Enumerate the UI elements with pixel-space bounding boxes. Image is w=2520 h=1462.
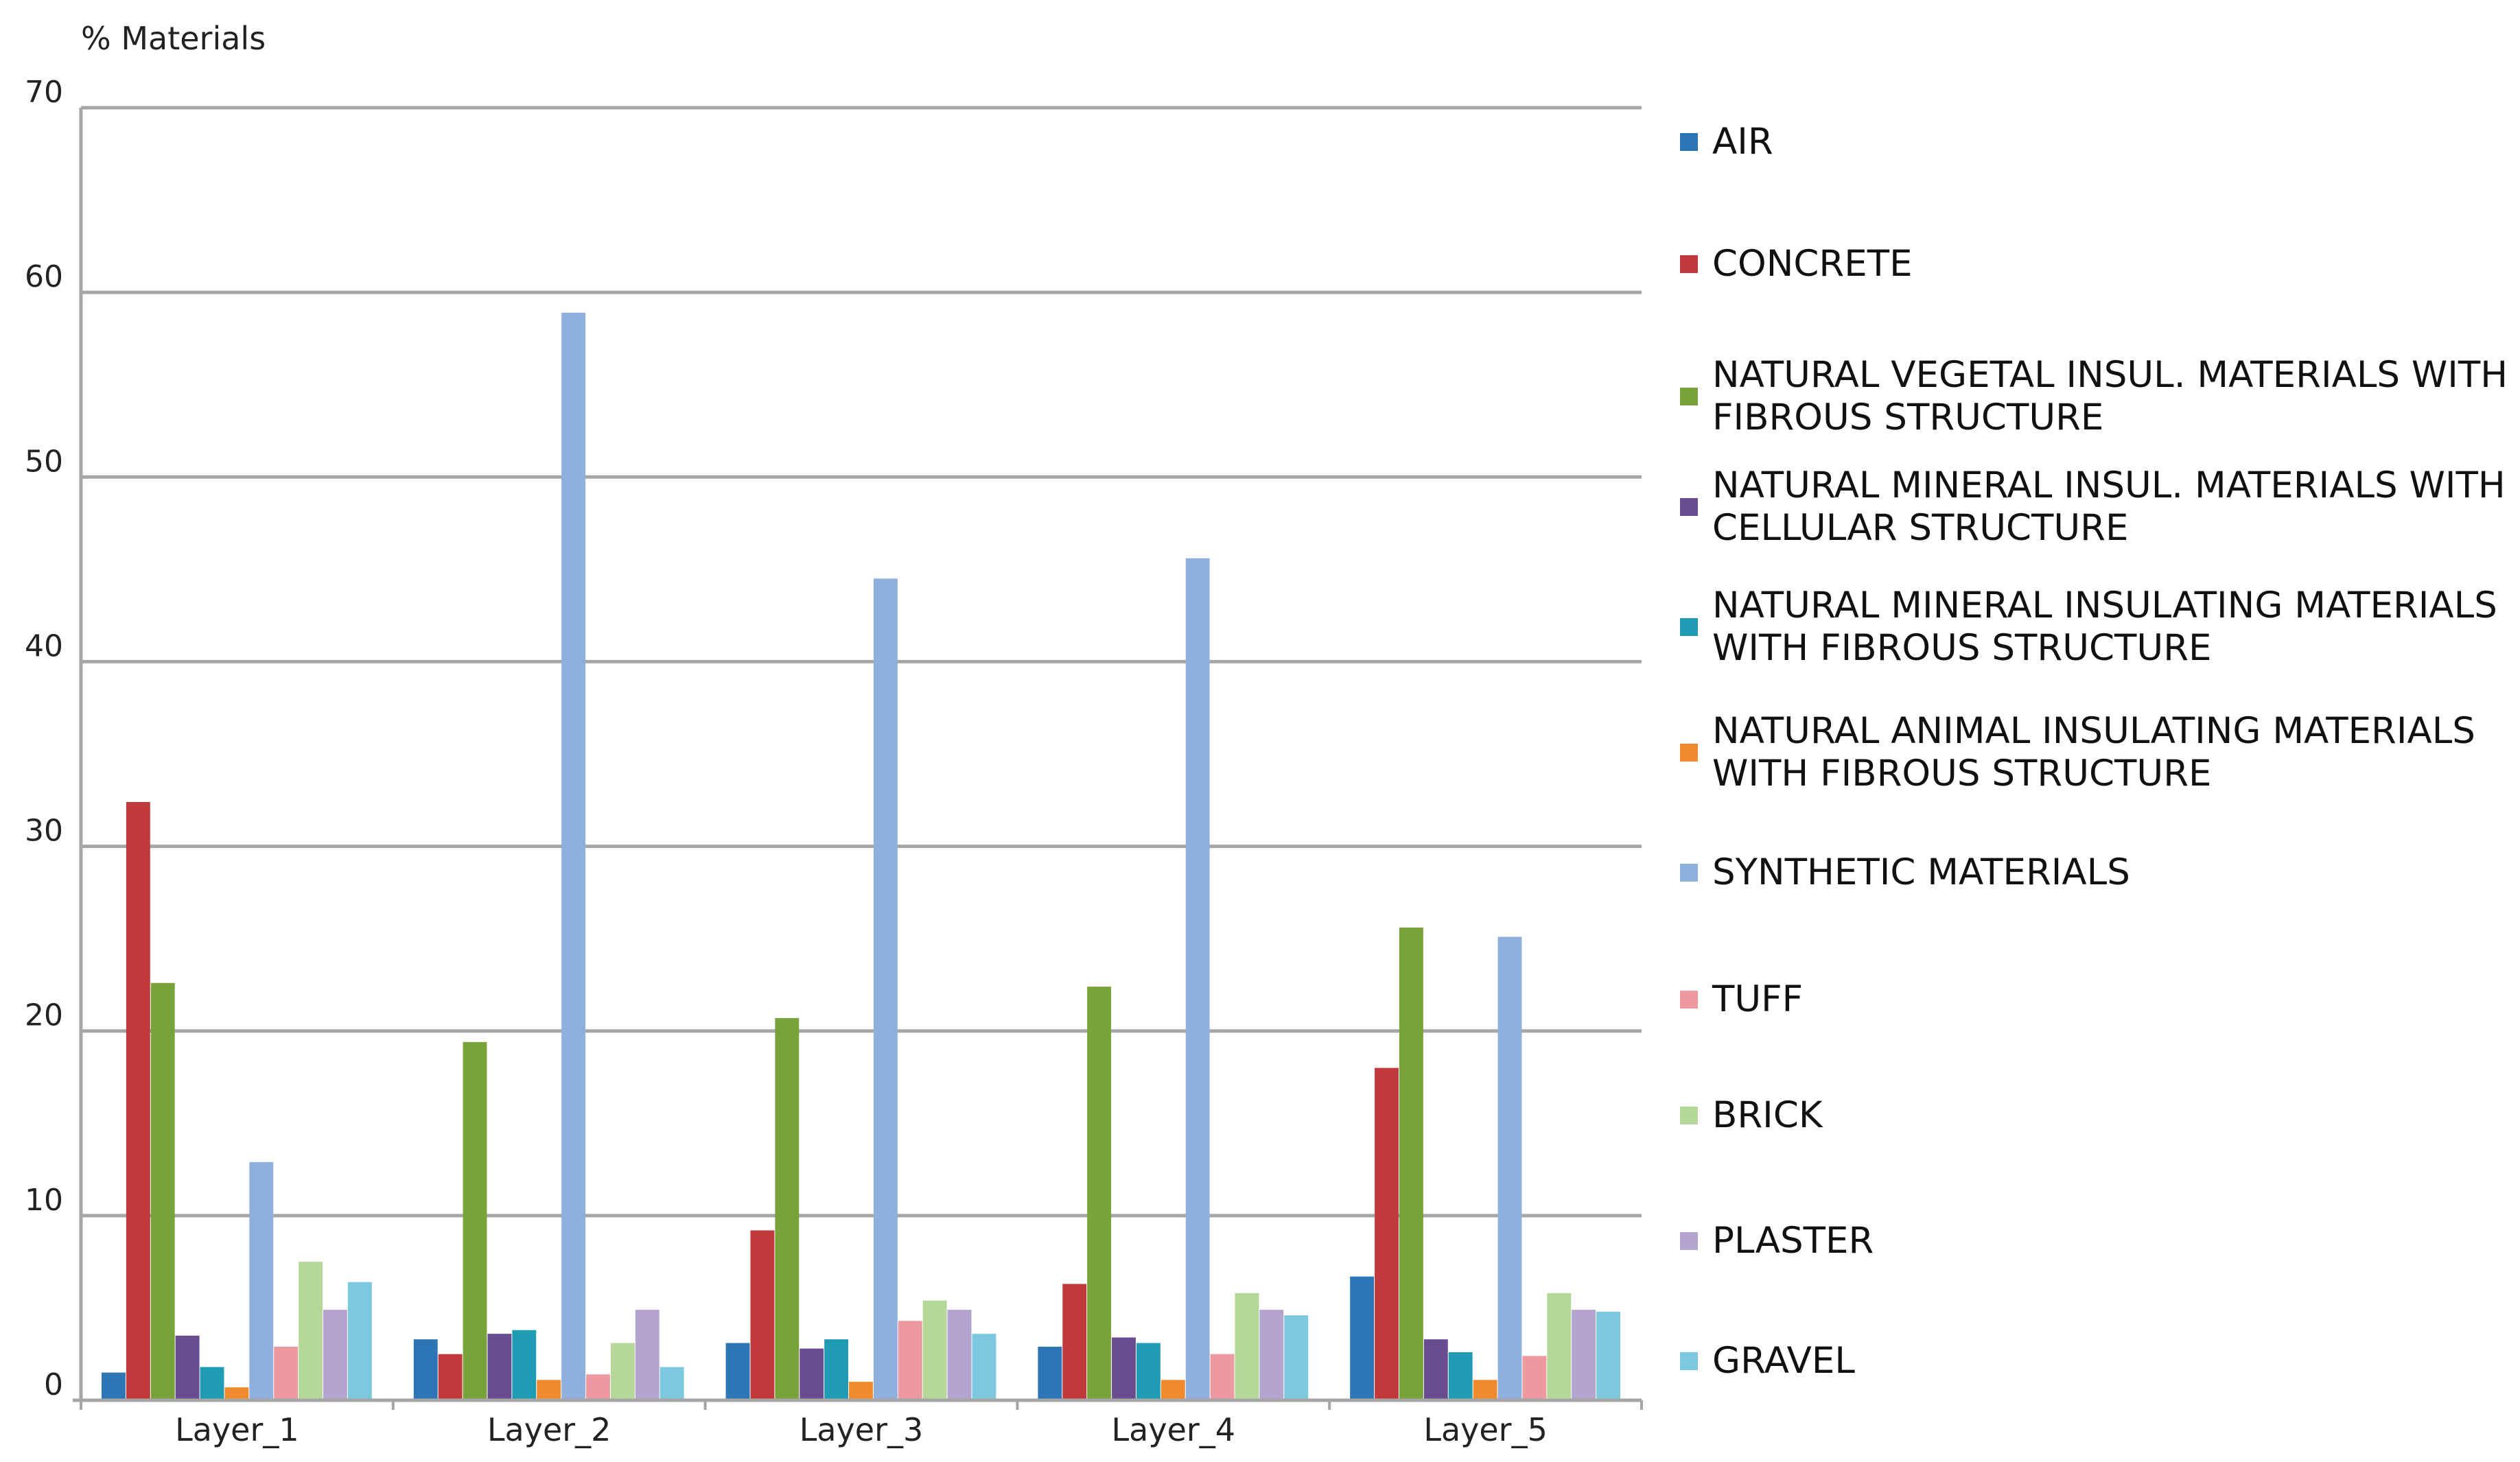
bar: NATURAL VEGETAL INSUL. MATERIALS WITH FI… (463, 1041, 487, 1400)
bar: BRICK · Layer_3: 5.4 (922, 1300, 947, 1400)
x-tick-labels: Layer_1 Layer_2 Layer_3 Layer_4 Layer_5 (175, 1411, 1548, 1448)
bar: NATURAL MINERAL INSULATING MATERIALS WIT… (200, 1367, 224, 1400)
bar: NATURAL MINERAL INSULATING MATERIALS WIT… (824, 1339, 849, 1400)
bar: AIR · Layer_5: 6.7 (1350, 1276, 1375, 1400)
bar: PLASTER · Layer_4: 4.9 (1259, 1310, 1284, 1400)
bar: NATURAL MINERAL INSUL. MATERIALS WITH CE… (175, 1335, 200, 1400)
bar: NATURAL ANIMAL INSULATING MATERIALS WITH… (537, 1380, 561, 1400)
bar: CONCRETE · Layer_5: 18 (1375, 1068, 1399, 1400)
legend-label: PLASTER (1712, 1220, 1874, 1262)
bar: CONCRETE · Layer_3: 9.2 (750, 1230, 775, 1400)
bar: BRICK · Layer_2: 3.1 (610, 1343, 635, 1400)
legend-label: GRAVEL (1712, 1340, 1855, 1382)
legend-label: CONCRETE (1712, 243, 1913, 285)
y-tick-label: 0 (44, 1367, 63, 1402)
bar: TUFF · Layer_3: 4.3 (898, 1321, 922, 1400)
bar: SYNTHETIC MATERIALS · Layer_3: 44.5 (873, 578, 898, 1401)
legend-swatch (1680, 133, 1698, 151)
bar: NATURAL MINERAL INSULATING MATERIALS WIT… (1448, 1352, 1473, 1400)
bar: NATURAL VEGETAL INSUL. MATERIALS WITH FI… (775, 1017, 800, 1400)
bar: GRAVEL · Layer_1: 6.4 (347, 1282, 372, 1400)
legend-swatch (1680, 744, 1698, 762)
legend-label: AIR (1712, 121, 1773, 163)
legend-swatch (1680, 255, 1698, 273)
bar: GRAVEL · Layer_5: 4.8 (1596, 1311, 1620, 1400)
legend-label: BRICK (1712, 1094, 1823, 1136)
bar: NATURAL ANIMAL INSULATING MATERIALS WITH… (849, 1382, 873, 1400)
bar: NATURAL ANIMAL INSULATING MATERIALS WITH… (1473, 1380, 1497, 1400)
grid-lines (81, 106, 1642, 1218)
x-tick-label: Layer_4 (1112, 1411, 1236, 1448)
bar: NATURAL VEGETAL INSUL. MATERIALS WITH FI… (150, 982, 175, 1400)
legend-swatch (1680, 864, 1698, 882)
bar: CONCRETE · Layer_2: 2.5 (438, 1354, 463, 1400)
bar: TUFF · Layer_1: 2.9 (274, 1346, 299, 1400)
bar: BRICK · Layer_5: 5.8 (1547, 1293, 1572, 1400)
y-tick-label: 60 (25, 259, 63, 294)
bar: NATURAL MINERAL INSUL. MATERIALS WITH CE… (1423, 1339, 1448, 1400)
bar: CONCRETE · Layer_4: 6.3 (1062, 1284, 1087, 1400)
bar: NATURAL MINERAL INSULATING MATERIALS WIT… (512, 1330, 537, 1400)
legend-swatch (1680, 388, 1698, 405)
legend-swatch (1680, 1352, 1698, 1370)
bar: BRICK · Layer_4: 5.8 (1235, 1293, 1259, 1400)
legend-swatch (1680, 618, 1698, 636)
x-tick-label: Layer_5 (1423, 1411, 1548, 1448)
x-tick-label: Layer_3 (800, 1411, 924, 1448)
x-tick-label: Layer_2 (487, 1411, 611, 1448)
bar: CONCRETE · Layer_1: 32.4 (126, 801, 150, 1400)
bar: NATURAL ANIMAL INSULATING MATERIALS WITH… (1160, 1380, 1185, 1400)
y-tick-labels: 0 10 20 30 40 50 60 70 (25, 75, 63, 1402)
y-tick-label: 20 (25, 998, 63, 1033)
bar: SYNTHETIC MATERIALS · Layer_2: 58.9 (561, 312, 586, 1401)
bar: AIR · Layer_1: 1.5 (102, 1372, 126, 1400)
axes (73, 108, 1643, 1410)
legend-label: NATURAL MINERAL INSULATING MATERIALS WITH… (1712, 585, 2497, 669)
y-tick-label: 40 (25, 628, 63, 663)
legend: AIR CONCRETE NATURAL VEGETAL INSUL. MATERI… (1680, 121, 2508, 1382)
bar: AIR · Layer_4: 2.9 (1038, 1346, 1062, 1400)
legend-swatch (1680, 1232, 1698, 1250)
y-tick-label: 70 (25, 75, 63, 110)
bar: NATURAL MINERAL INSUL. MATERIALS WITH CE… (1112, 1337, 1136, 1400)
bar: NATURAL MINERAL INSUL. MATERIALS WITH CE… (487, 1334, 512, 1400)
bar: TUFF · Layer_2: 1.4 (586, 1374, 610, 1400)
legend-label: NATURAL ANIMAL INSULATING MATERIALS WITH … (1712, 710, 2475, 794)
bar: TUFF · Layer_4: 2.5 (1210, 1354, 1235, 1400)
legend-swatch (1680, 991, 1698, 1009)
bar: NATURAL ANIMAL INSULATING MATERIALS WITH… (224, 1387, 249, 1400)
bar: SYNTHETIC MATERIALS · Layer_1: 12.9 (249, 1162, 274, 1400)
x-tick-label: Layer_1 (175, 1411, 299, 1448)
bar: PLASTER · Layer_1: 4.9 (323, 1310, 347, 1400)
bar: NATURAL VEGETAL INSUL. MATERIALS WITH FI… (1087, 987, 1112, 1400)
legend-swatch (1680, 1107, 1698, 1124)
bar: GRAVEL · Layer_2: 1.8 (660, 1367, 684, 1400)
bar: PLASTER · Layer_3: 4.9 (947, 1310, 972, 1400)
legend-label: TUFF (1712, 978, 1803, 1020)
y-axis-title: % Materials (81, 20, 266, 57)
bar: NATURAL VEGETAL INSUL. MATERIALS WITH FI… (1399, 927, 1423, 1400)
bar: NATURAL MINERAL INSUL. MATERIALS WITH CE… (800, 1348, 824, 1400)
y-tick-label: 30 (25, 814, 63, 849)
bar: NATURAL MINERAL INSULATING MATERIALS WIT… (1136, 1343, 1160, 1400)
bar: GRAVEL · Layer_4: 4.6 (1284, 1315, 1309, 1400)
bar: AIR · Layer_2: 3.3 (413, 1339, 438, 1400)
bars: AIR · Layer_1: 1.5CONCRETE · Layer_1: 32… (102, 312, 1620, 1401)
bar: GRAVEL · Layer_3: 3.6 (972, 1334, 996, 1400)
y-tick-label: 50 (25, 444, 63, 479)
legend-label: NATURAL MINERAL INSUL. MATERIALS WITH CEL… (1712, 464, 2506, 549)
bar: SYNTHETIC MATERIALS · Layer_4: 45.6 (1185, 558, 1210, 1401)
bar: AIR · Layer_3: 3.1 (725, 1343, 750, 1400)
bar: PLASTER · Layer_5: 4.9 (1572, 1310, 1596, 1400)
legend-swatch (1680, 498, 1698, 516)
bar: PLASTER · Layer_2: 4.9 (635, 1310, 660, 1400)
bar: SYNTHETIC MATERIALS · Layer_5: 25.1 (1497, 936, 1522, 1400)
bar: BRICK · Layer_1: 7.5 (299, 1262, 323, 1400)
legend-label: SYNTHETIC MATERIALS (1712, 851, 2130, 893)
bar: TUFF · Layer_5: 2.4 (1522, 1356, 1547, 1400)
legend-label: NATURAL VEGETAL INSUL. MATERIALS WITH FIB… (1712, 354, 2508, 438)
y-tick-label: 10 (25, 1183, 63, 1218)
